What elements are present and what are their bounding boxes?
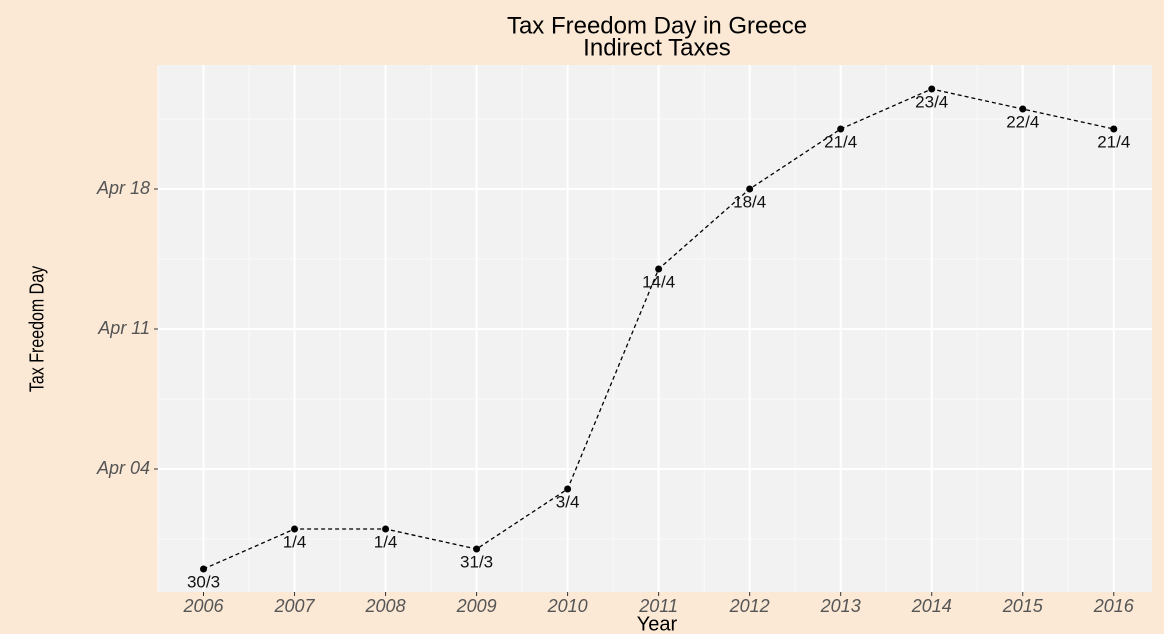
x-tick-label: 2007 [274,596,316,616]
data-point [564,485,572,493]
x-tick-label: 2012 [729,596,770,616]
data-point [837,125,845,133]
data-label: 18/4 [733,192,766,211]
data-point [291,525,299,533]
y-tick-label: Apr 11 [97,318,150,338]
data-point [473,545,481,553]
data-label: 14/4 [642,272,675,291]
x-tick-label: 2014 [911,596,952,616]
chart-subtitle: Indirect Taxes [583,34,731,61]
x-tick-label: 2009 [456,596,497,616]
x-tick-label: 2011 [638,596,678,616]
x-tick-label: 2016 [1093,596,1135,616]
data-label: 22/4 [1006,112,1039,131]
x-tick-label: 2010 [547,596,588,616]
data-point [928,85,936,93]
y-tick-label: Apr 04 [96,458,150,478]
data-point [382,525,390,533]
data-label: 1/4 [374,532,398,551]
data-point [746,185,754,193]
data-label: 1/4 [283,532,307,551]
x-tick-label: 2015 [1002,596,1044,616]
data-label: 31/3 [460,552,493,571]
data-point [1110,125,1118,133]
data-label: 21/4 [824,132,857,151]
data-label: 30/3 [187,572,220,591]
data-label: 21/4 [1097,132,1130,151]
chart-title: Tax Freedom Day in Greece [507,12,807,39]
y-tick-label: Apr 18 [96,178,150,198]
data-label: 23/4 [915,92,948,111]
x-tick-label: 2013 [820,596,861,616]
x-axis-label: Year [637,613,678,634]
data-point [1019,105,1027,113]
data-label: 3/4 [556,492,580,511]
x-tick-label: 2008 [365,596,406,616]
data-point [200,565,208,573]
data-point [655,265,663,273]
y-axis-label: Tax Freedom Day [26,265,48,392]
x-tick-label: 2006 [182,596,224,616]
